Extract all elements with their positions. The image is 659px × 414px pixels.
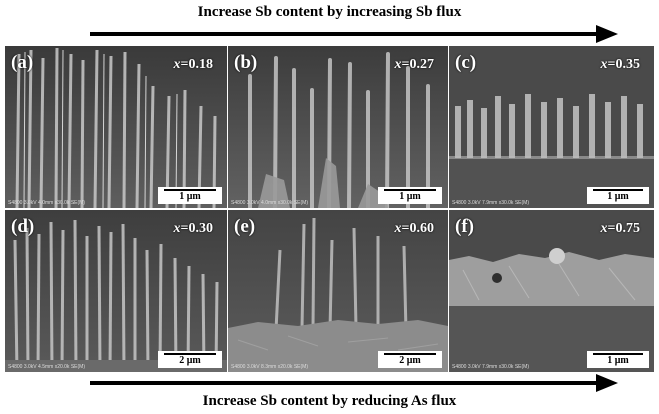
panel-a-scale-text: 1 μm xyxy=(179,191,201,202)
panel-c-scale-line xyxy=(593,189,643,191)
panel-d-image xyxy=(5,210,227,372)
bottom-caption: Increase Sb content by reducing As flux xyxy=(202,393,457,409)
panel-a-scale-bar: 1 μm xyxy=(158,187,222,204)
panel-d-scale-line xyxy=(164,353,216,355)
panel-e-label: (e) xyxy=(234,216,256,237)
panel-d-x-value: x=0.30 xyxy=(173,221,214,236)
top-caption: Increase Sb content by increasing Sb flu… xyxy=(197,4,462,20)
panel-b-image xyxy=(228,46,448,208)
bottom-arrow-head xyxy=(596,374,618,392)
panel-f-x-number: 0.75 xyxy=(615,221,641,236)
panel-f-meta: S4800 3.0kV 7.9mm x30.0k SE(M) xyxy=(452,364,529,370)
panel-f-scale-bar: 1 μm xyxy=(587,351,649,368)
bottom-arrow xyxy=(90,374,618,392)
panel-f-scale-line xyxy=(593,353,643,355)
panel-e-scale-bar: 2 μm xyxy=(378,351,442,368)
panel-c-label: (c) xyxy=(455,52,477,73)
panel-e-image xyxy=(228,210,448,372)
panel-e-scale-text: 2 μm xyxy=(399,355,421,366)
panel-a: (a) x=0.18 1 μm S4800 3.0kV 4.0mm x30.0k… xyxy=(5,46,227,208)
top-arrow-shaft xyxy=(90,32,598,36)
panel-c: (c) x=0.35 1 μm S4800 3.0kV 7.9mm x30.0k… xyxy=(449,46,654,208)
panel-d-meta: S4800 3.0kV 4.5mm x20.0k SE(M) xyxy=(8,364,85,370)
panel-c-x-symbol: x xyxy=(600,57,608,72)
panel-a-x-number: 0.18 xyxy=(188,57,214,72)
panel-e-x-number: 0.60 xyxy=(409,221,435,236)
panel-d: (d) x=0.30 2 μm S4800 3.0kV 4.5mm x20.0k… xyxy=(5,210,227,372)
panel-e-x-symbol: x xyxy=(394,221,402,236)
panel-b-x-symbol: x xyxy=(394,57,402,72)
top-arrow xyxy=(90,25,618,43)
panel-b-scale-bar: 1 μm xyxy=(378,187,442,204)
panel-c-scale-bar: 1 μm xyxy=(587,187,649,204)
panel-d-x-symbol: x xyxy=(173,221,181,236)
panel-e-meta: S4800 3.0kV 8.3mm x20.0k SE(M) xyxy=(231,364,308,370)
panel-c-meta: S4800 3.0kV 7.9mm x30.0k SE(M) xyxy=(452,200,529,206)
panel-d-scale-text: 2 μm xyxy=(179,355,201,366)
panel-e: (e) x=0.60 2 μm S4800 3.0kV 8.3mm x20.0k… xyxy=(228,210,448,372)
panel-d-scale-bar: 2 μm xyxy=(158,351,222,368)
panel-b-meta: S4800 3.0kV 4.0mm x30.0k SE(M) xyxy=(231,200,308,206)
panel-e-scale-line xyxy=(384,353,436,355)
top-arrow-head xyxy=(596,25,618,43)
bottom-arrow-shaft xyxy=(90,381,598,385)
panel-b-scale-text: 1 μm xyxy=(399,191,421,202)
panel-a-scale-line xyxy=(164,189,216,191)
panel-f-image xyxy=(449,210,654,372)
panel-d-label: (d) xyxy=(11,216,35,237)
panel-c-scale-text: 1 μm xyxy=(607,191,629,202)
panel-f-x-value: x=0.75 xyxy=(600,221,641,236)
panel-f-x-symbol: x xyxy=(600,221,608,236)
panel-b-scale-line xyxy=(384,189,436,191)
panel-d-x-number: 0.30 xyxy=(188,221,214,236)
panel-b-x-value: x=0.27 xyxy=(394,57,435,72)
panel-f-label: (f) xyxy=(455,216,474,237)
panel-b: (b) x=0.27 1 μm S4800 3.0kV 4.0mm x30.0k… xyxy=(228,46,448,208)
panel-a-label: (a) xyxy=(11,52,34,73)
panel-a-meta: S4800 3.0kV 4.0mm x30.0k SE(M) xyxy=(8,200,85,206)
panel-f-scale-text: 1 μm xyxy=(607,355,629,366)
panel-a-x-symbol: x xyxy=(173,57,181,72)
panel-a-x-value: x=0.18 xyxy=(173,57,214,72)
panel-e-x-value: x=0.60 xyxy=(394,221,435,236)
panel-c-x-number: 0.35 xyxy=(615,57,641,72)
panel-f: (f) x=0.75 1 μm S4800 3.0kV 7.9mm x30.0k… xyxy=(449,210,654,372)
panel-c-x-value: x=0.35 xyxy=(600,57,641,72)
panel-b-x-number: 0.27 xyxy=(409,57,435,72)
panel-b-label: (b) xyxy=(234,52,258,73)
